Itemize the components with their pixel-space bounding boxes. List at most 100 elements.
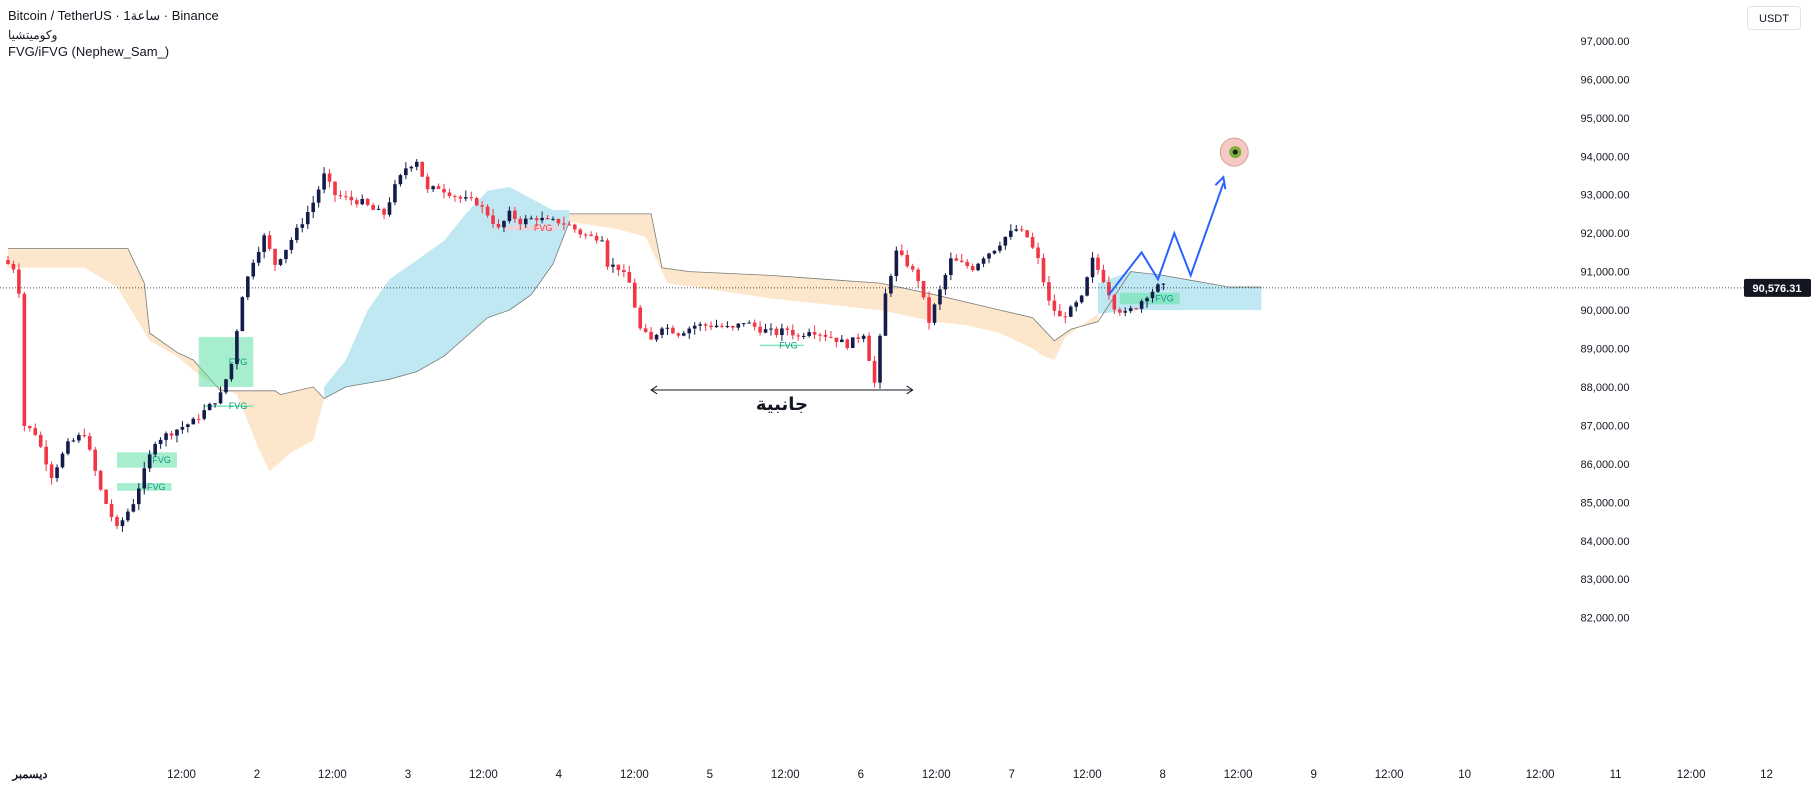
candle-body: [1047, 282, 1051, 301]
current-price-label: 90,576.31: [1753, 283, 1802, 295]
candle-body: [1074, 302, 1078, 307]
candle-body: [431, 186, 435, 190]
cloud-edge-line-1: [8, 221, 570, 399]
candle-body: [600, 240, 604, 242]
candle-body: [850, 337, 855, 348]
candle-body: [665, 327, 670, 329]
candle-body: [1139, 301, 1144, 309]
time-tick-label: 10: [1458, 769, 1471, 781]
candle-body: [861, 335, 866, 339]
candle-body: [60, 453, 65, 468]
candle-body: [387, 202, 392, 215]
fvg-label-1: FVG: [229, 401, 248, 411]
candle-body: [845, 339, 850, 348]
fvg-label-5: FVG: [779, 340, 798, 350]
fvg-label-3: FVG: [147, 482, 166, 492]
candle-body: [981, 258, 986, 264]
time-tick-label: 9: [1310, 769, 1316, 781]
candle-body: [889, 276, 893, 294]
candle-body: [878, 335, 882, 383]
candle-body: [1036, 247, 1040, 259]
candle-body: [605, 240, 610, 267]
candle-body: [382, 208, 386, 215]
candle-body: [164, 433, 168, 440]
cloud-bear-2: [569, 213, 1098, 360]
candle-body: [180, 426, 185, 430]
candle-body: [812, 332, 817, 335]
candle-body: [872, 360, 877, 383]
candle-body: [38, 434, 43, 447]
candle-body: [752, 322, 757, 327]
price-axis: 82,000.00 83,000.00 84,000.00 85,000.00 86,0…: [1581, 36, 1811, 625]
candle-body: [191, 418, 196, 425]
candle-body: [1041, 258, 1046, 283]
candle-body: [17, 269, 21, 294]
candle-body: [153, 444, 157, 455]
candle-body: [224, 379, 228, 393]
price-tick-label: 85,000.00: [1581, 497, 1630, 509]
candle-body: [562, 223, 566, 225]
candle-body: [109, 503, 114, 518]
candle-body: [1030, 237, 1035, 248]
candle-body: [954, 258, 959, 261]
fvg-box-0: [198, 336, 254, 387]
candle-body: [104, 489, 108, 504]
candle-body: [262, 235, 266, 252]
price-tick-label: 87,000.00: [1581, 420, 1630, 432]
candle-body: [518, 218, 523, 225]
candle-body: [251, 262, 256, 277]
candle-body: [316, 189, 321, 203]
candle-body: [818, 334, 822, 336]
candle-body: [1134, 308, 1138, 310]
candle-body: [709, 325, 713, 328]
candle-body: [496, 223, 501, 228]
candle-body: [333, 181, 337, 196]
fvg-box-4: [503, 225, 559, 231]
candle-body: [769, 328, 773, 330]
candle-body: [404, 168, 408, 176]
subtitle-label: وكوميتشيا: [8, 28, 58, 42]
candle-body: [322, 173, 326, 190]
price-tick-label: 86,000.00: [1581, 459, 1630, 471]
price-tick-label: 95,000.00: [1581, 113, 1630, 125]
candle-body: [474, 198, 479, 206]
time-tick-label: 12:00: [771, 769, 800, 781]
candle-body: [485, 206, 490, 216]
time-tick-label: 12:00: [620, 769, 649, 781]
price-tick-label: 90,000.00: [1581, 305, 1630, 317]
candle-body: [425, 176, 430, 190]
price-tick-label: 92,000.00: [1581, 228, 1630, 240]
currency-button[interactable]: USDT: [1747, 6, 1801, 30]
fvg-box-6: [1119, 292, 1180, 305]
candle-body: [998, 245, 1002, 251]
candle-body: [71, 440, 76, 442]
candle-body: [589, 234, 593, 236]
candle-body: [33, 428, 38, 435]
candle-body: [921, 281, 926, 298]
candle-body: [142, 468, 147, 489]
candle-body: [720, 325, 724, 327]
time-tick-label: 12:00: [1224, 769, 1253, 781]
candle-body: [551, 218, 555, 220]
candle-body: [829, 336, 833, 338]
indicator-title[interactable]: FVG/iFVG (Nephew_Sam_): [8, 44, 170, 59]
candle-body: [120, 520, 125, 527]
candle-body: [573, 224, 577, 230]
candle-body: [791, 329, 795, 336]
candle-body: [218, 392, 223, 404]
candle-body: [295, 227, 299, 240]
candle-body: [338, 195, 343, 197]
candle-body: [1161, 283, 1166, 285]
candle-body: [186, 424, 190, 427]
candle-body: [823, 334, 828, 337]
candle-body: [905, 254, 910, 267]
candle-body: [943, 275, 948, 290]
candle-body: [1107, 282, 1111, 296]
candle-body: [213, 403, 217, 405]
candle-body: [93, 449, 97, 471]
fvg-label-6: FVG: [1155, 294, 1174, 304]
candle-body: [344, 196, 348, 198]
time-tick-label: 8: [1160, 769, 1166, 781]
candle-body: [311, 202, 315, 213]
